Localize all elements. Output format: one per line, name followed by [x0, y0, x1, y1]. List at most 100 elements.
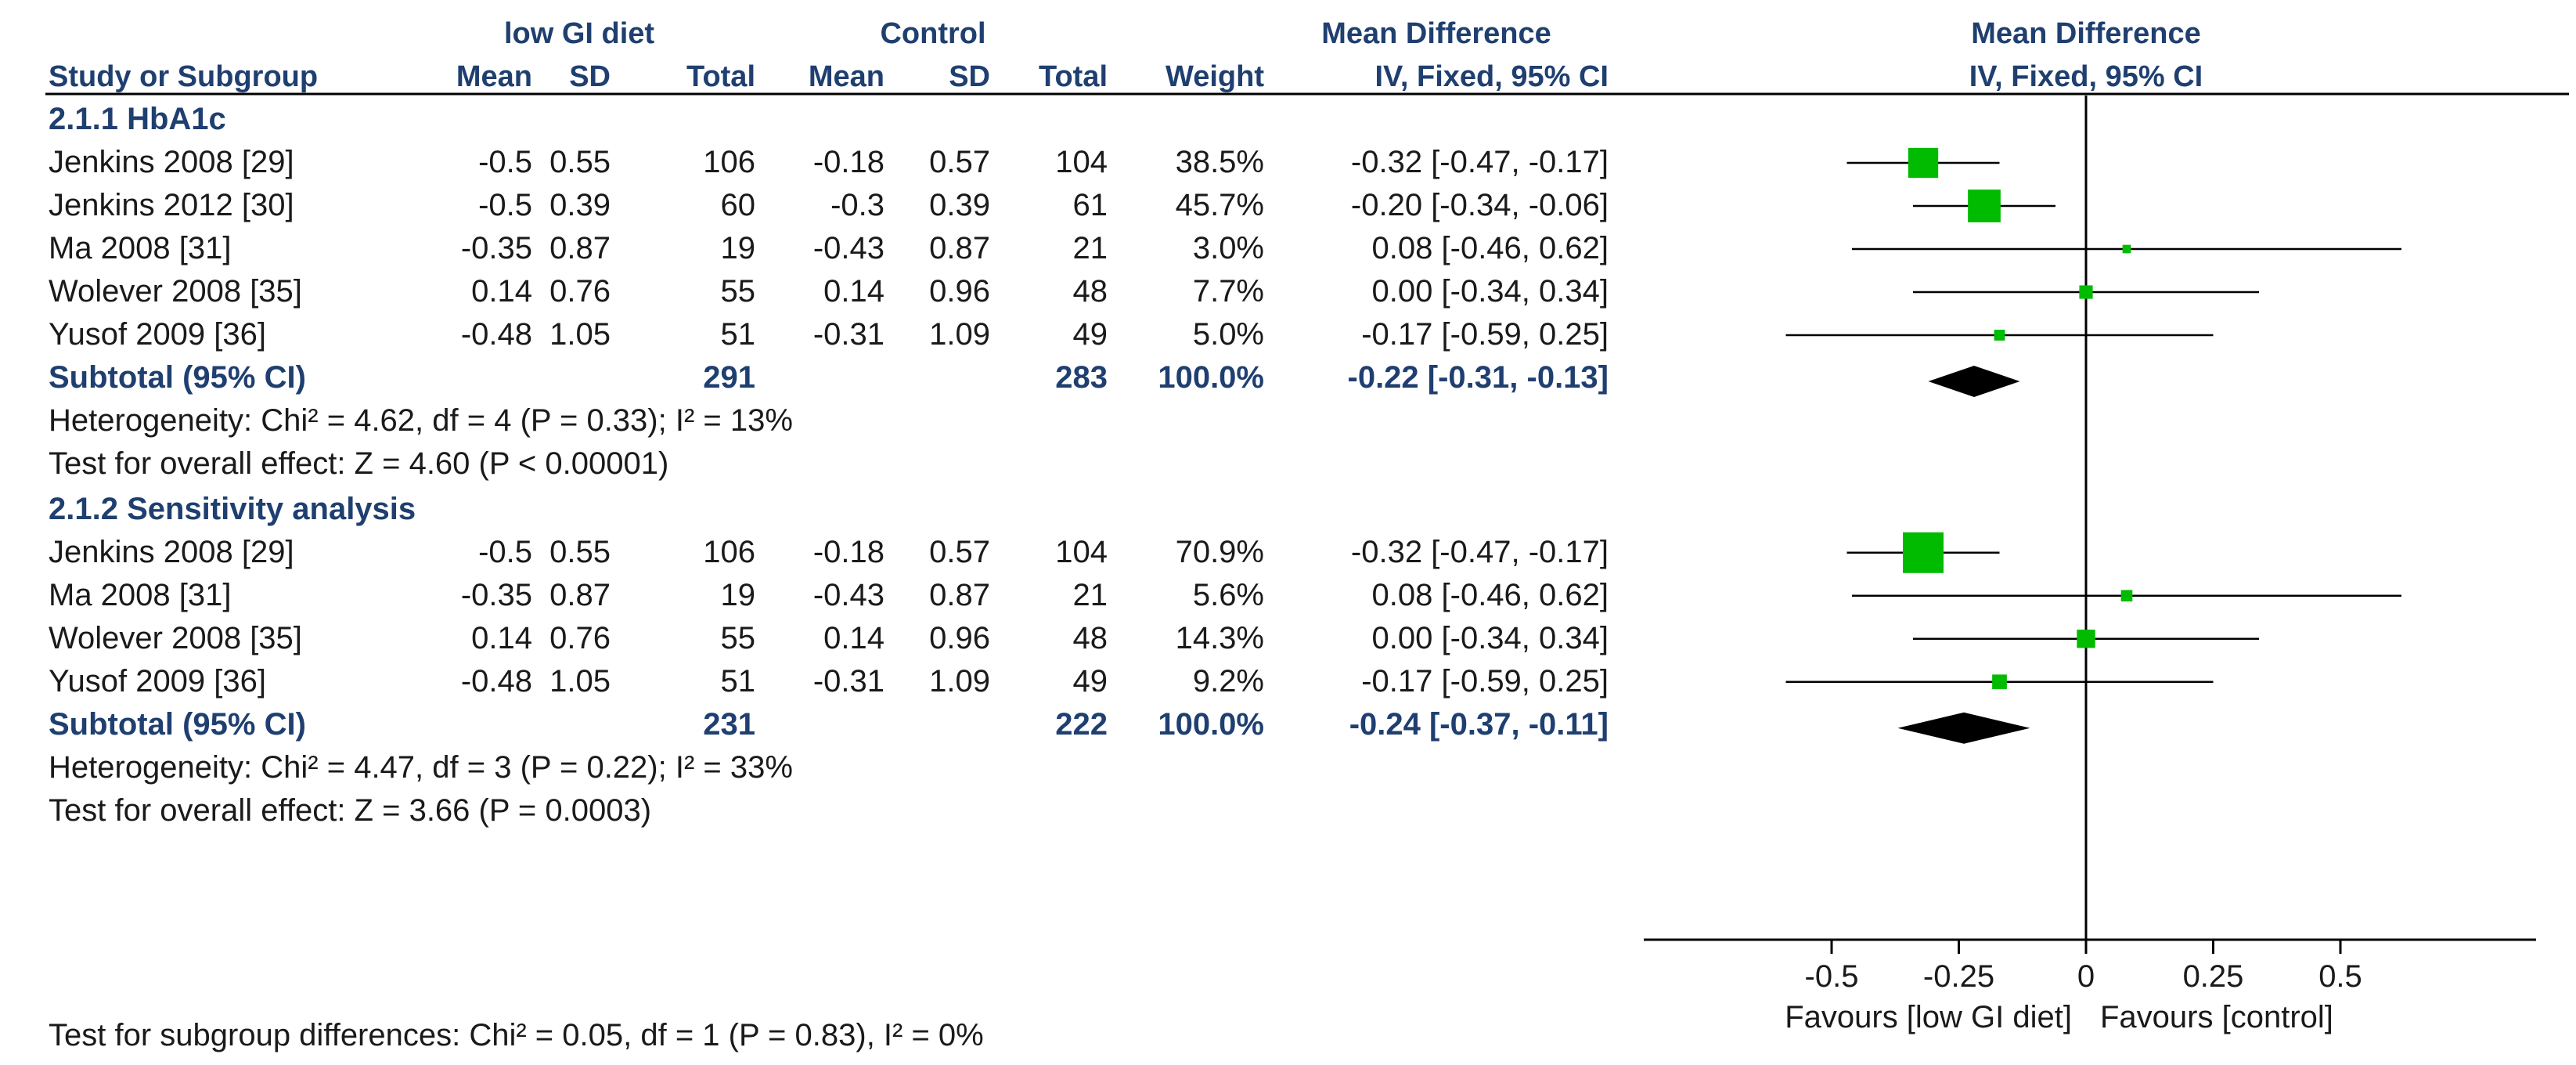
subtotal-weight: 100.0% [1158, 360, 1264, 395]
total-2: 49 [1073, 664, 1108, 699]
weight: 9.2% [1193, 664, 1264, 699]
x-tick-label: 0.25 [2183, 959, 2244, 994]
subtotal-total-1: 291 [703, 360, 755, 395]
mean-1: -0.48 [461, 664, 532, 699]
sd-2: 0.87 [929, 231, 990, 265]
study-name: Jenkins 2008 [29] [49, 535, 294, 569]
column-header: SD [949, 60, 990, 93]
subgroup-differences-text: Test for subgroup differences: Chi² = 0.… [49, 1018, 984, 1052]
effect-ci: 0.08 [-0.46, 0.62] [1372, 231, 1609, 265]
mean-1: 0.14 [471, 621, 532, 655]
total-1: 51 [721, 317, 756, 352]
study-name: Wolever 2008 [35] [49, 621, 302, 655]
favours-left-label: Favours [low GI diet] [1785, 1000, 2072, 1034]
total-1: 19 [721, 578, 756, 612]
sd-1: 0.87 [549, 578, 611, 612]
plot-header: Mean Difference [1971, 17, 2201, 50]
mean-2: 0.14 [823, 274, 884, 309]
sd-1: 0.76 [549, 274, 611, 309]
subtotal-ci: -0.22 [-0.31, -0.13] [1348, 360, 1609, 395]
total-1: 106 [703, 535, 755, 569]
mean-1: 0.14 [471, 274, 532, 309]
column-header: Weight [1166, 60, 1264, 93]
plot-subheader: IV, Fixed, 95% CI [1969, 60, 2203, 93]
total-1: 60 [721, 188, 756, 222]
sd-2: 0.57 [929, 145, 990, 179]
sd-1: 0.87 [549, 231, 611, 265]
sd-2: 0.96 [929, 274, 990, 309]
mean-2: -0.18 [813, 535, 884, 569]
weight-square [1994, 330, 2005, 341]
weight-square [2120, 590, 2133, 602]
weight: 45.7% [1176, 188, 1264, 222]
sd-1: 0.55 [549, 145, 611, 179]
sd-1: 0.39 [549, 188, 611, 222]
mean-2: -0.3 [830, 188, 884, 222]
subgroup-title: 2.1.1 HbA1c [49, 102, 226, 136]
sd-1: 0.55 [549, 535, 611, 569]
subtotal-total-2: 283 [1055, 360, 1108, 395]
column-header: Mean [456, 60, 532, 93]
study-name: Jenkins 2012 [30] [49, 188, 294, 222]
effect-ci: -0.17 [-0.59, 0.25] [1361, 317, 1609, 352]
sd-2: 1.09 [929, 664, 990, 699]
total-2: 48 [1073, 621, 1108, 655]
overall-effect-text: Test for overall effect: Z = 4.60 (P < 0… [49, 446, 668, 481]
effect-header: Mean Difference [1321, 17, 1551, 50]
effect-ci: 0.00 [-0.34, 0.34] [1372, 621, 1609, 655]
weight: 7.7% [1193, 274, 1264, 309]
study-name: Yusof 2009 [36] [49, 664, 266, 699]
sd-2: 0.39 [929, 188, 990, 222]
column-header: Study or Subgroup [49, 60, 318, 93]
mean-1: -0.35 [461, 231, 532, 265]
study-name: Ma 2008 [31] [49, 578, 232, 612]
weight: 3.0% [1193, 231, 1264, 265]
sd-2: 1.09 [929, 317, 990, 352]
subtotal-label: Subtotal (95% CI) [49, 360, 306, 395]
column-header: Total [1039, 60, 1108, 93]
subtotal-label: Subtotal (95% CI) [49, 707, 306, 742]
mean-1: -0.5 [478, 188, 532, 222]
sd-1: 0.76 [549, 621, 611, 655]
x-tick-label: 0 [2077, 959, 2095, 994]
mean-1: -0.5 [478, 145, 532, 179]
x-tick-label: -0.25 [1923, 959, 1994, 994]
group2-header: Control [880, 17, 985, 50]
weight-square [1968, 190, 2001, 222]
sd-2: 0.57 [929, 535, 990, 569]
effect-ci: -0.32 [-0.47, -0.17] [1351, 145, 1609, 179]
weight-square [1992, 674, 2007, 690]
weight: 14.3% [1176, 621, 1264, 655]
weight-square [2122, 244, 2131, 254]
column-header: Total [686, 60, 755, 93]
subgroup-title: 2.1.2 Sensitivity analysis [49, 492, 416, 526]
weight: 5.0% [1193, 317, 1264, 352]
total-2: 21 [1073, 231, 1108, 265]
total-1: 55 [721, 621, 756, 655]
heterogeneity-text: Heterogeneity: Chi² = 4.47, df = 3 (P = … [49, 750, 793, 785]
sd-1: 1.05 [549, 317, 611, 352]
column-header: SD [569, 60, 611, 93]
total-2: 49 [1073, 317, 1108, 352]
sd-2: 0.87 [929, 578, 990, 612]
pooled-diamond [1897, 712, 2030, 744]
overall-effect-text: Test for overall effect: Z = 3.66 (P = 0… [49, 793, 651, 828]
total-1: 106 [703, 145, 755, 179]
mean-1: -0.5 [478, 535, 532, 569]
study-name: Wolever 2008 [35] [49, 274, 302, 309]
subtotal-total-1: 231 [703, 707, 755, 742]
group1-header: low GI diet [504, 17, 654, 50]
weight-square [1908, 147, 1939, 179]
heterogeneity-text: Heterogeneity: Chi² = 4.62, df = 4 (P = … [49, 403, 793, 438]
effect-ci: 0.00 [-0.34, 0.34] [1372, 274, 1609, 309]
total-2: 21 [1073, 578, 1108, 612]
mean-1: -0.48 [461, 317, 532, 352]
sd-2: 0.96 [929, 621, 990, 655]
total-1: 51 [721, 664, 756, 699]
mean-2: 0.14 [823, 621, 884, 655]
pooled-diamond [1928, 366, 2020, 397]
x-tick-label: 0.5 [2318, 959, 2362, 994]
mean-2: -0.43 [813, 578, 884, 612]
subtotal-ci: -0.24 [-0.37, -0.11] [1349, 707, 1609, 742]
